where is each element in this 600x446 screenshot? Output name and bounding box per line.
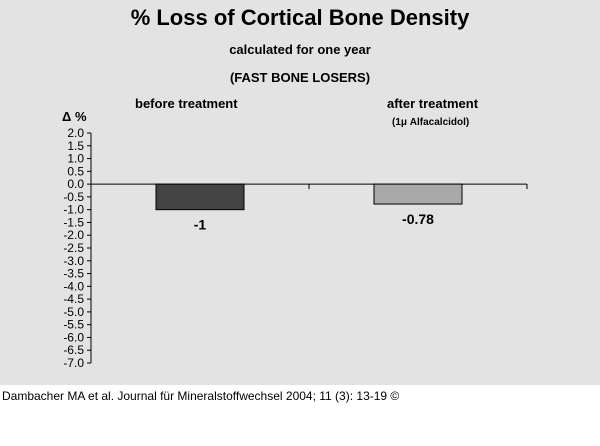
- y-tick-label: -6.0: [63, 330, 84, 344]
- chart-title: % Loss of Cortical Bone Density: [130, 5, 470, 30]
- category-label-before: before treatment: [135, 96, 238, 111]
- y-axis-label: Δ %: [62, 109, 87, 124]
- y-tick-label: -5.0: [63, 305, 84, 319]
- y-tick-label: -1.5: [63, 215, 84, 229]
- source-citation: Dambacher MA et al. Journal für Minerals…: [2, 389, 400, 403]
- y-tick-label: 1.0: [67, 152, 84, 166]
- y-tick-label: 0.0: [67, 177, 84, 191]
- y-tick-label: -1.0: [63, 203, 84, 217]
- y-tick-label: -2.5: [63, 241, 84, 255]
- y-tick-label: -3.5: [63, 267, 84, 281]
- bar-before-treatment: [155, 183, 245, 211]
- y-tick-label: -5.5: [63, 318, 84, 332]
- bar-after-treatment: [373, 183, 463, 205]
- chart-plot: 2.01.51.00.50.0-0.5-1.0-1.5-2.0-2.5-3.0-…: [63, 126, 528, 370]
- y-tick-label: 1.5: [67, 139, 84, 153]
- y-tick-label: 2.0: [67, 126, 84, 140]
- y-tick-label: -0.5: [63, 190, 84, 204]
- category-label-after: after treatment: [387, 96, 479, 111]
- y-tick-label: -3.0: [63, 254, 84, 268]
- data-label: -1: [194, 217, 207, 233]
- category-sublabel-after: (1μ Alfacalcidol): [392, 117, 470, 128]
- data-label: -0.78: [402, 211, 434, 227]
- y-tick-label: -7.0: [63, 356, 84, 370]
- y-tick-label: -2.0: [63, 228, 84, 242]
- y-tick-label: -4.5: [63, 292, 84, 306]
- y-tick-label: 0.5: [67, 164, 84, 178]
- chart-subtitle: calculated for one year: [229, 42, 371, 57]
- y-tick-label: -6.5: [63, 343, 84, 357]
- chart-subtitle-group: (FAST BONE LOSERS): [229, 70, 371, 85]
- y-tick-label: -4.0: [63, 279, 84, 293]
- chart-figure: % Loss of Cortical Bone Density calculat…: [0, 0, 600, 385]
